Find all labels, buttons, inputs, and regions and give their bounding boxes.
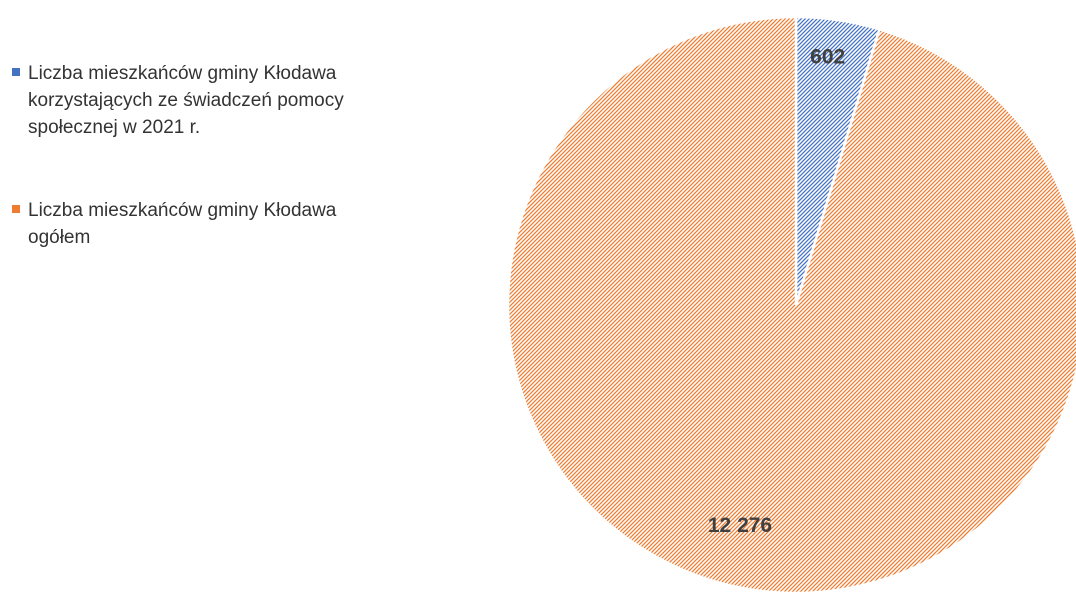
legend-swatch-beneficiaries bbox=[12, 68, 20, 76]
legend-swatch-total bbox=[12, 205, 20, 213]
data-label-beneficiaries: 602 bbox=[810, 45, 845, 68]
legend-item-beneficiaries: Liczba mieszkańców gminy Kłodawa korzyst… bbox=[12, 60, 372, 141]
legend-label-beneficiaries: Liczba mieszkańców gminy Kłodawa korzyst… bbox=[28, 63, 344, 138]
legend-item-total: Liczba mieszkańców gminy Kłodawa ogółem bbox=[12, 197, 372, 251]
legend: Liczba mieszkańców gminy Kłodawa korzyst… bbox=[12, 60, 372, 307]
data-label-total: 12 276 bbox=[708, 514, 772, 537]
legend-label-total: Liczba mieszkańców gminy Kłodawa ogółem bbox=[28, 200, 337, 248]
pie-slice-total bbox=[506, 15, 1076, 594]
